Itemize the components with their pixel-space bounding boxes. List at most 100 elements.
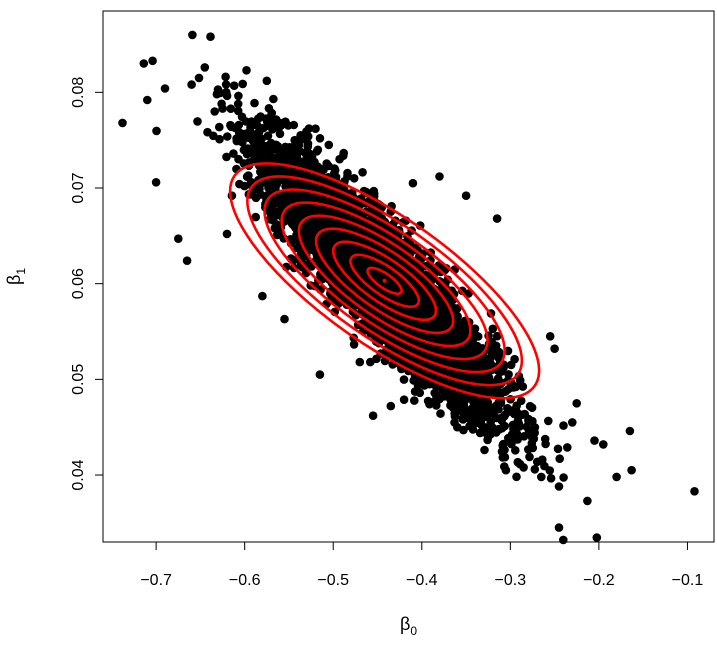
scatter-point	[252, 121, 262, 130]
scatter-point	[357, 264, 366, 274]
scatter-point	[515, 422, 524, 431]
scatter-point	[487, 344, 496, 353]
scatter-point	[303, 139, 313, 148]
scatter-point	[546, 474, 556, 483]
scatter-point	[226, 104, 236, 113]
scatter-point	[555, 454, 564, 464]
scatter-point	[194, 73, 204, 83]
scatter-point	[446, 346, 455, 356]
scatter-point	[233, 99, 243, 109]
scatter-point	[269, 94, 278, 104]
scatter-point	[193, 117, 202, 126]
scatter-point	[540, 461, 549, 471]
scatter-point	[559, 421, 568, 430]
scatter-point	[300, 194, 310, 203]
scatter-point	[307, 241, 316, 250]
scatter-point	[450, 409, 460, 418]
scatter-point	[263, 131, 273, 141]
scatter-point	[229, 81, 239, 90]
scatter-point	[399, 395, 409, 405]
scatter-point	[234, 91, 243, 101]
scatter-point	[339, 148, 349, 158]
scatter-point	[509, 409, 519, 419]
scatter-point	[265, 215, 275, 224]
scatter-point	[488, 324, 498, 334]
scatter-point	[250, 135, 260, 145]
scatter-point	[264, 104, 274, 113]
scatter-point	[541, 439, 550, 449]
scatter-point	[284, 192, 294, 201]
scatter-point	[210, 107, 219, 116]
scatter-point	[508, 420, 518, 430]
scatter-point	[293, 205, 303, 214]
scatter-point	[475, 428, 485, 438]
scatter-point	[272, 165, 281, 174]
scatter-point	[338, 242, 348, 251]
scatter-point	[281, 182, 290, 191]
scatter-point	[215, 122, 224, 132]
scatter-point	[448, 335, 458, 344]
scatter-point	[319, 235, 329, 244]
scatter-point	[262, 141, 272, 151]
scatter-point	[509, 381, 518, 391]
scatter-point	[206, 32, 215, 41]
scatter-point	[422, 297, 431, 306]
scatter-point	[465, 421, 474, 431]
scatter-point	[232, 134, 241, 143]
plot-area	[118, 30, 699, 545]
scatter-point	[457, 394, 466, 404]
scatter-point	[452, 380, 462, 390]
scatter-point	[459, 403, 469, 412]
scatter-point	[559, 535, 568, 545]
scatter-point	[215, 134, 224, 144]
scatter-point	[370, 275, 380, 285]
scatter-point	[240, 129, 249, 139]
scatter-point	[504, 370, 513, 379]
scatter-point	[290, 217, 299, 227]
scatter-point	[410, 396, 419, 405]
scatter-point	[447, 390, 456, 400]
scatter-point	[152, 126, 161, 136]
scatter-point	[253, 114, 263, 123]
scatter-point	[508, 436, 517, 445]
scatter-point	[276, 197, 286, 206]
scatter-point	[559, 473, 568, 482]
scatter-point	[429, 397, 439, 407]
scatter-point	[443, 275, 453, 285]
scatter-point	[399, 375, 409, 384]
scatter-point	[483, 423, 493, 432]
scatter-point	[218, 104, 227, 113]
scatter-point	[480, 445, 489, 455]
scatter-point	[292, 154, 302, 163]
scatter-point	[450, 418, 459, 427]
scatter-point	[494, 424, 503, 434]
scatter-point	[517, 410, 527, 420]
scatter-point	[483, 359, 493, 368]
scatter-point	[292, 142, 301, 151]
scatter-point	[315, 134, 325, 143]
scatter-point	[511, 446, 520, 455]
scatter-point	[272, 180, 282, 189]
scatter-point	[222, 152, 231, 162]
scatter-point	[139, 59, 149, 68]
scatter-point	[273, 141, 283, 151]
scatter-point	[482, 402, 492, 412]
scatter-point	[500, 452, 510, 462]
scatter-point	[427, 306, 437, 316]
scatter-point	[409, 308, 419, 318]
scatter-point	[489, 389, 498, 399]
scatter-point	[401, 291, 410, 300]
scatter-point	[518, 382, 528, 391]
scatter-point	[257, 170, 267, 180]
scatter-point	[470, 324, 480, 334]
scatter-point	[264, 183, 273, 193]
scatter-point	[238, 79, 247, 89]
scatter-point	[413, 381, 423, 390]
scatter-point	[436, 409, 445, 418]
scatter-point	[250, 98, 259, 108]
scatter-point	[274, 123, 283, 133]
scatter-point	[492, 331, 502, 341]
scatter-point	[458, 414, 467, 424]
scatter-point	[229, 149, 238, 158]
